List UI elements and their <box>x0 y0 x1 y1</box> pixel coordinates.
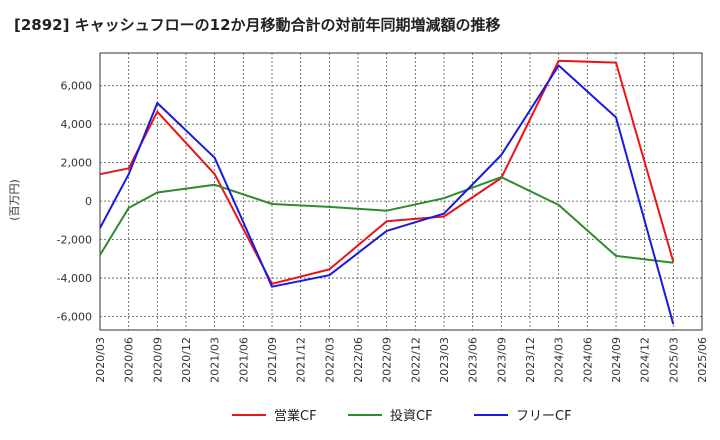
x-tick-label: 2022/09 <box>381 337 394 383</box>
x-tick-label: 2022/12 <box>409 337 422 383</box>
y-tick-label: -2,000 <box>57 234 92 247</box>
x-tick-label: 2023/06 <box>467 337 480 383</box>
x-tick-label: 2023/03 <box>438 337 451 383</box>
x-tick-label: 2023/12 <box>524 337 537 383</box>
x-tick-labels: 2020/03 2020/06 2020/09 2020/12 2021/03 2021/… <box>94 337 709 383</box>
y-tick-label: 4,000 <box>61 118 93 131</box>
plot-area-background <box>100 53 702 330</box>
legend-label: 投資CF <box>390 408 433 424</box>
x-tick-label: 2020/06 <box>123 337 136 383</box>
x-tick-label: 2024/03 <box>553 337 566 383</box>
series-line-投資CF <box>99 176 674 264</box>
x-tick-label: 2020/03 <box>94 337 107 383</box>
x-tick-label: 2025/03 <box>667 337 680 383</box>
y-axis-label: (百万円) <box>8 179 21 221</box>
x-tick-label: 2021/03 <box>209 337 222 383</box>
x-tick-label: 2025/06 <box>696 337 709 383</box>
series-line-営業CF <box>99 59 675 285</box>
legend-label: 営業CF <box>274 408 317 424</box>
y-tick-labels: -6,000 -4,000 -2,000 0 2,000 4,000 6,000 <box>57 80 92 324</box>
y-tick-label: 2,000 <box>61 157 93 170</box>
x-tick-label: 2021/09 <box>266 337 279 383</box>
series-line-フリーCF <box>99 64 675 325</box>
x-tick-label: 2024/06 <box>581 337 594 383</box>
x-tick-label: 2023/09 <box>495 337 508 383</box>
x-tick-label: 2020/12 <box>180 337 193 383</box>
y-tick-label: -6,000 <box>57 311 92 324</box>
legend-label: フリーCF <box>516 409 572 424</box>
x-tick-label: 2022/03 <box>323 337 336 383</box>
y-tick-label: 6,000 <box>61 80 93 93</box>
x-tick-label: 2024/09 <box>610 337 623 383</box>
series-lines <box>99 59 675 325</box>
x-tick-label: 2021/12 <box>295 337 308 383</box>
x-tick-label: 2021/06 <box>237 337 250 383</box>
x-tick-label: 2024/12 <box>639 337 652 383</box>
y-tick-label: 0 <box>85 195 92 208</box>
x-tick-label: 2020/09 <box>151 337 164 383</box>
plot-area-border <box>99 52 703 331</box>
legend: 営業CF 投資CF フリーCF <box>232 408 572 424</box>
x-tick-label: 2022/06 <box>352 337 365 383</box>
chart-title: [2892] キャッシュフローの12か月移動合計の対前年同期増減額の推移 <box>14 16 501 34</box>
y-tick-label: -4,000 <box>57 272 92 285</box>
y-gridlines <box>100 85 702 317</box>
